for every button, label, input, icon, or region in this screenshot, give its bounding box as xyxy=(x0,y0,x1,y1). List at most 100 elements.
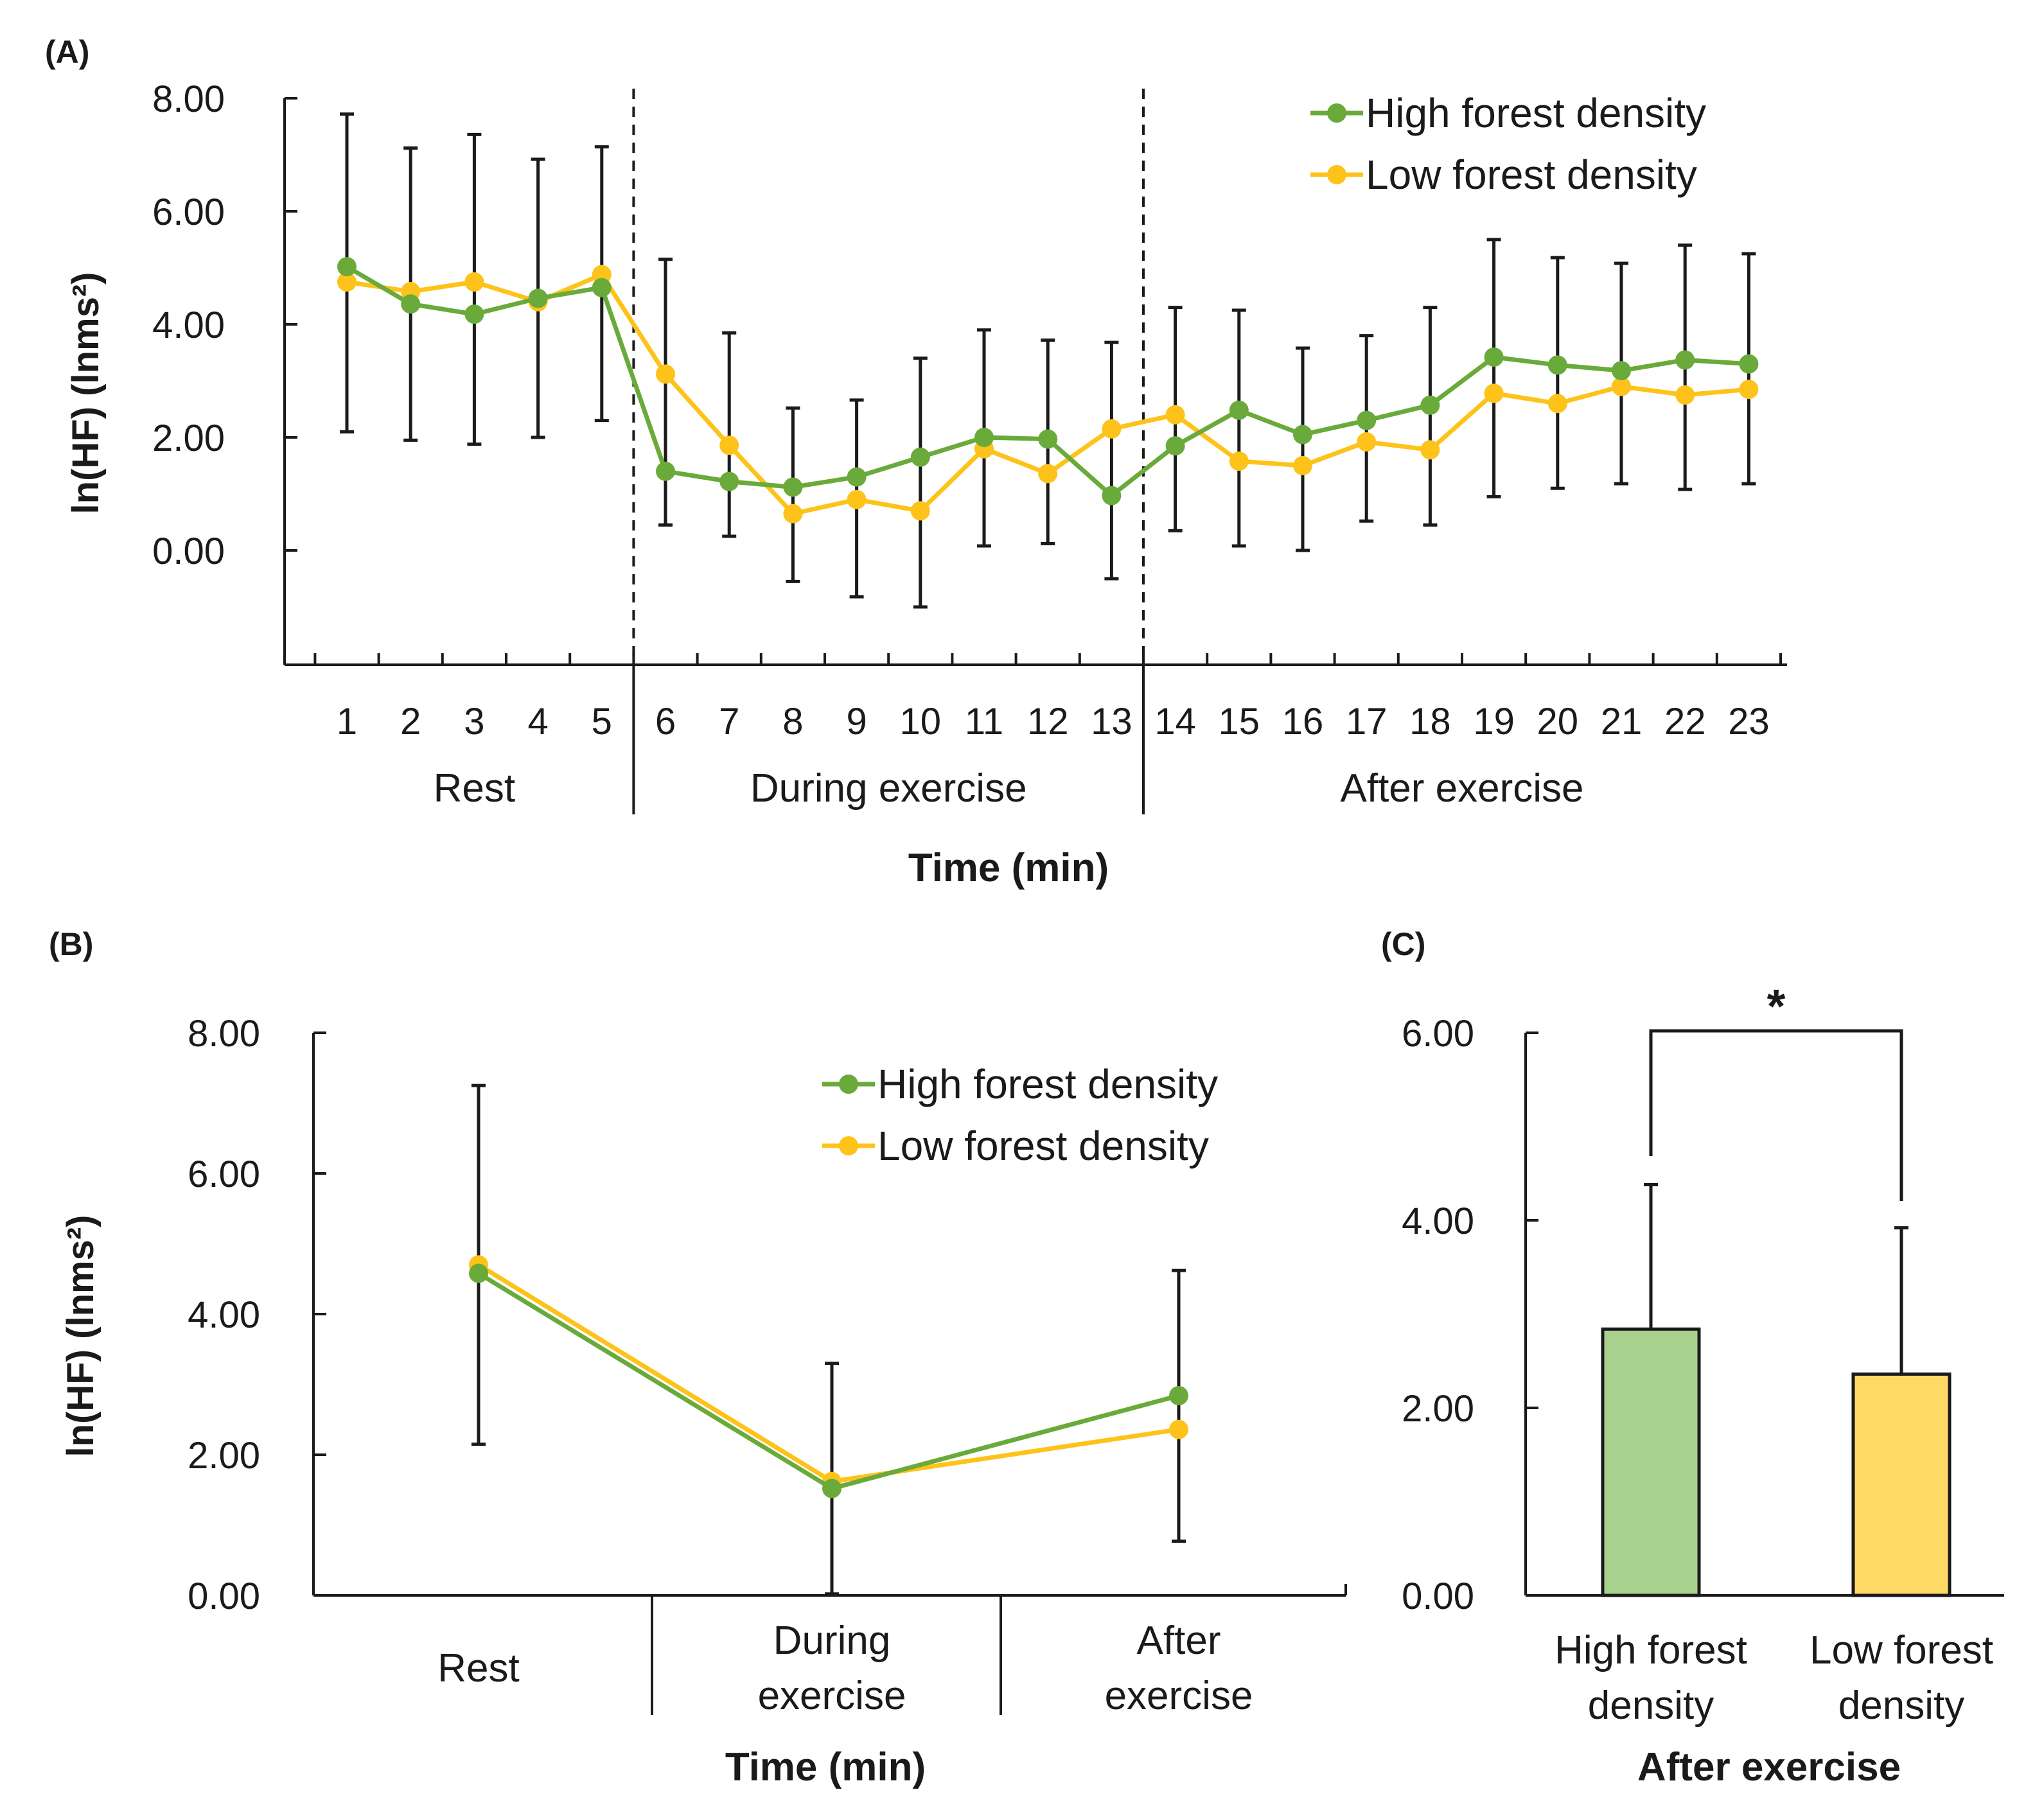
data-point-low xyxy=(656,364,675,384)
data-point-high xyxy=(1420,395,1440,415)
x-tick-label: 13 xyxy=(1091,701,1132,742)
data-point-high xyxy=(656,461,675,481)
y-tick-label: 6.00 xyxy=(188,1154,260,1195)
y-tick-label: 0.00 xyxy=(1402,1575,1474,1617)
y-tick-label: 2.00 xyxy=(1402,1388,1474,1430)
y-tick-label: 8.00 xyxy=(188,1013,260,1055)
legend-low-marker xyxy=(1327,165,1346,184)
data-point-high xyxy=(1357,410,1377,430)
x-category-label: Low forest xyxy=(1810,1628,1993,1672)
panel-b-legend: High forest density Low forest density xyxy=(822,1061,1218,1169)
x-tick-label: 10 xyxy=(900,701,942,742)
bar-high xyxy=(1601,1327,1701,1597)
y-tick-label: 0.00 xyxy=(188,1575,260,1617)
group-label: During exercise xyxy=(750,766,1027,811)
x-tick-label: 23 xyxy=(1728,701,1770,742)
panel-b-x-categories: Rest During exercise After exercise xyxy=(437,1619,1253,1718)
x-tick-label: 18 xyxy=(1409,701,1451,742)
data-point-high xyxy=(1739,354,1759,374)
panel-a-series xyxy=(337,257,1759,523)
panel-a-legend: High forest density Low forest density xyxy=(1310,90,1706,198)
series-line-low xyxy=(477,1263,1179,1484)
data-point-low xyxy=(1293,456,1312,475)
data-point-high xyxy=(1484,347,1504,367)
y-tick-label: 8.00 xyxy=(152,78,225,120)
panel-a-x-axis-label: Time (min) xyxy=(908,846,1109,890)
x-tick-label: 11 xyxy=(965,701,1003,742)
data-point-low xyxy=(847,489,867,509)
group-label: After exercise xyxy=(1340,766,1583,811)
x-tick-label: 12 xyxy=(1027,701,1069,742)
panel-c-y-ticks: 6.00 4.00 2.00 0.00 xyxy=(1402,1013,1538,1617)
x-tick-label: 19 xyxy=(1473,701,1515,742)
panel-c-x-axis-label: After exercise xyxy=(1637,1745,1901,1789)
legend-high-label: High forest density xyxy=(877,1061,1218,1107)
data-point-high xyxy=(464,304,484,324)
data-point-low xyxy=(783,504,803,523)
data-point-high xyxy=(1229,400,1249,420)
y-tick-label: 4.00 xyxy=(188,1294,260,1336)
panel-a: (A) ln(HF) (lnms²) 8.006.004.002.000.00 … xyxy=(45,34,1787,890)
y-tick-label: 4.00 xyxy=(152,304,225,346)
x-category-label: density xyxy=(1588,1683,1714,1728)
data-point-high xyxy=(974,428,994,447)
group-label: Rest xyxy=(434,766,515,811)
x-category-label: High forest xyxy=(1555,1628,1747,1672)
x-tick-label: 1 xyxy=(337,701,357,742)
panel-b-y-axis-label: ln(HF) (lnms²) xyxy=(60,1215,101,1457)
data-point-high xyxy=(1547,355,1567,375)
data-point-high xyxy=(1169,1386,1188,1406)
data-point-low xyxy=(1484,383,1504,403)
x-tick-label: 2 xyxy=(400,701,421,742)
data-point-low xyxy=(1165,405,1185,425)
y-tick-label: 4.00 xyxy=(1402,1200,1474,1242)
data-point-high xyxy=(1293,425,1312,444)
y-tick-label: 2.00 xyxy=(152,417,225,459)
data-point-high xyxy=(783,477,803,497)
legend-high-marker xyxy=(1327,103,1346,123)
y-tick-label: 6.00 xyxy=(1402,1013,1474,1055)
x-category-label: density xyxy=(1838,1683,1964,1728)
x-category-label: exercise xyxy=(758,1674,906,1718)
x-tick-label: 20 xyxy=(1537,701,1579,742)
panel-c-significance: * xyxy=(1649,979,1903,1201)
legend-high-label: High forest density xyxy=(1366,90,1706,136)
panel-b-label: (B) xyxy=(49,926,93,962)
data-point-low xyxy=(1038,464,1058,484)
panel-b-y-ticks: 8.00 6.00 4.00 2.00 0.00 xyxy=(188,1013,326,1617)
legend-low-label: Low forest density xyxy=(877,1123,1209,1169)
data-point-low xyxy=(1547,394,1567,414)
data-point-high xyxy=(719,471,739,491)
y-tick-label: 2.00 xyxy=(188,1435,260,1477)
data-point-high xyxy=(1612,361,1631,381)
panel-a-y-axis-label: ln(HF) (lnms²) xyxy=(65,272,107,514)
data-point-low xyxy=(910,501,930,521)
x-tick-label: 21 xyxy=(1601,701,1643,742)
panel-c-x-categories: High forest density Low forest density xyxy=(1555,1628,1993,1728)
x-tick-label: 15 xyxy=(1219,701,1260,742)
data-point-high xyxy=(528,288,548,308)
data-point-high xyxy=(1038,429,1058,449)
data-point-low xyxy=(1169,1419,1188,1439)
data-point-low xyxy=(337,272,357,292)
x-tick-label: 22 xyxy=(1664,701,1706,742)
legend-low-marker xyxy=(839,1136,858,1155)
data-point-high xyxy=(1165,436,1185,456)
x-tick-label: 5 xyxy=(592,701,612,742)
x-category-label: Rest xyxy=(437,1646,519,1690)
x-tick-label: 6 xyxy=(655,701,676,742)
data-point-low xyxy=(1675,385,1695,405)
x-tick-label: 17 xyxy=(1346,701,1388,742)
x-tick-label: 16 xyxy=(1282,701,1324,742)
data-point-high xyxy=(822,1479,841,1498)
significance-star: * xyxy=(1767,979,1786,1033)
panel-b: (B) ln(HF) (lnms²) 8.006.004.002.000.00 … xyxy=(49,926,1347,1789)
data-point-low xyxy=(1612,376,1631,396)
legend-high-marker xyxy=(839,1075,858,1094)
x-tick-label: 8 xyxy=(782,701,803,742)
x-category-label: During xyxy=(773,1619,891,1663)
data-point-low xyxy=(719,435,739,455)
panel-b-x-axis-label: Time (min) xyxy=(725,1745,926,1789)
panel-a-group-labels: Rest During exercise After exercise xyxy=(434,766,1584,811)
